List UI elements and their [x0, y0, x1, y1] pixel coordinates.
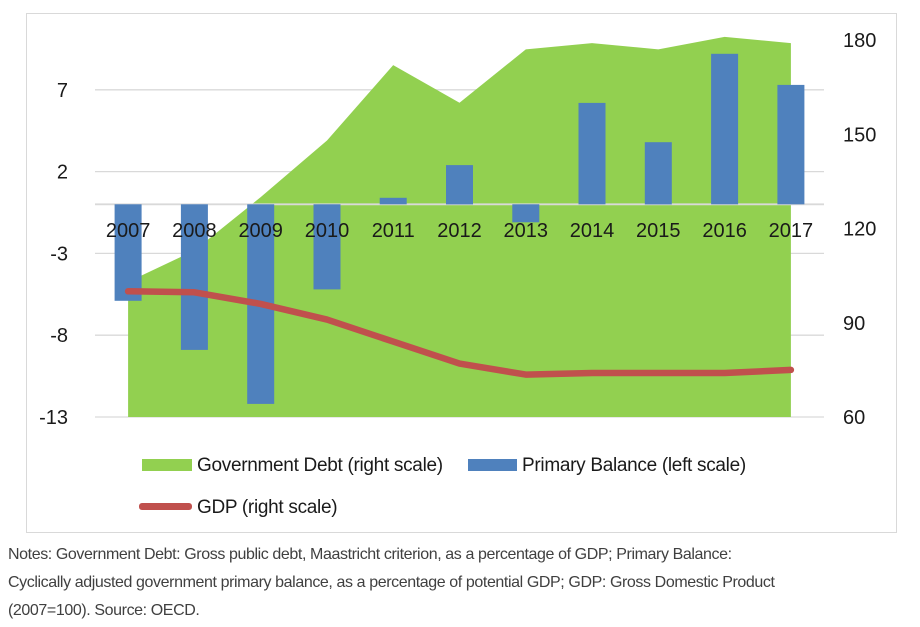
legend-label-primary-balance: Primary Balance (left scale): [522, 455, 746, 476]
gdp-line: [124, 288, 795, 378]
x-axis-label-2009: 2009: [238, 220, 283, 242]
x-axis-label-2013: 2013: [504, 220, 549, 242]
x-axis-label-2012: 2012: [437, 220, 482, 242]
left-axis-label--3: -3: [50, 243, 68, 265]
primary-balance-bar-2007: [114, 204, 142, 301]
notes-line-2: Cyclically adjusted government primary b…: [8, 574, 775, 591]
legend-label-government-debt: Government Debt (right scale): [197, 455, 443, 476]
right-axis-label-120: 120: [843, 219, 876, 241]
primary-balance-bar-2017: [777, 84, 805, 205]
x-axis-label-2016: 2016: [702, 220, 747, 242]
x-axis-label-2014: 2014: [570, 220, 615, 242]
left-axis-label-7: 7: [57, 80, 68, 102]
legend-swatch-government-debt: [142, 459, 192, 471]
x-axis-label-2010: 2010: [305, 220, 350, 242]
primary-balance-bar-2015: [644, 142, 672, 205]
x-axis-label-2015: 2015: [636, 220, 681, 242]
primary-balance-bar-2012: [446, 165, 473, 205]
primary-balance-bar-2008: [180, 204, 208, 350]
right-axis-label-60: 60: [843, 407, 865, 429]
primary-balance-bar-2013: [512, 204, 540, 223]
x-axis-label-2008: 2008: [172, 220, 217, 242]
x-axis-label-2011: 2011: [372, 220, 415, 242]
left-axis-label--8: -8: [50, 325, 68, 347]
notes-line-1: Notes: Government Debt: Gross public deb…: [8, 546, 732, 563]
left-axis-label--13: -13: [39, 407, 68, 429]
right-axis-label-180: 180: [843, 30, 876, 52]
legend-swatch-gdp: [139, 503, 192, 510]
legend-label-gdp: GDP (right scale): [197, 497, 338, 518]
left-axis-label-2: 2: [57, 162, 68, 184]
right-axis-label-90: 90: [843, 313, 865, 335]
primary-balance-bar-2010: [313, 204, 341, 290]
right-axis-label-150: 150: [843, 124, 876, 146]
legend-swatch-primary-balance: [468, 459, 517, 471]
primary-balance-bar-2011: [379, 197, 407, 205]
notes-line-3: (2007=100). Source: OECD.: [8, 602, 200, 619]
notes: Notes: Government Debt: Gross public deb…: [8, 541, 916, 625]
x-axis-label-2017: 2017: [769, 220, 814, 242]
government-debt-area: [128, 36, 791, 418]
primary-balance-bar-2014: [578, 102, 606, 205]
primary-balance-bar-2016: [711, 53, 739, 205]
x-axis-label-2007: 2007: [106, 220, 151, 242]
